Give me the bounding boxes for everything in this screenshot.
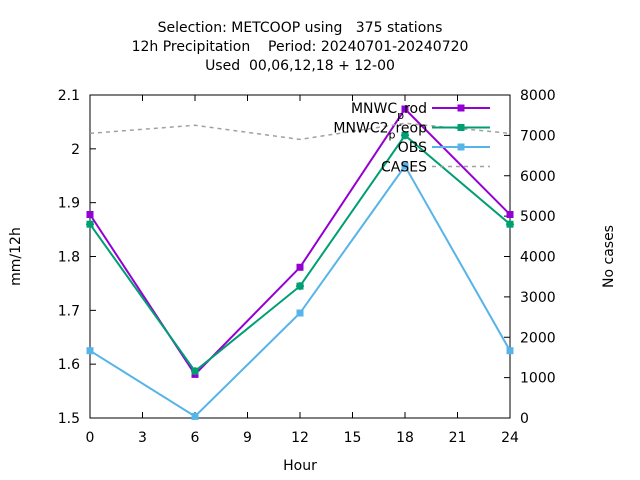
legend-marker	[457, 124, 465, 131]
x-tick-label: 21	[449, 430, 467, 446]
y2-tick-label: 2000	[520, 330, 556, 346]
x-tick-label: 12	[291, 430, 309, 446]
y2-tick-label: 4000	[520, 250, 556, 266]
data-point-cross	[401, 131, 409, 140]
data-point-cross	[86, 220, 94, 229]
data-point	[191, 412, 199, 420]
y2-tick-label: 6000	[520, 169, 556, 185]
x-tick-label: 18	[396, 430, 414, 446]
y-tick-label: 1.5	[58, 411, 80, 427]
y2-axis-label: No cases	[601, 225, 617, 288]
legend-label: MNWC2preop	[333, 121, 427, 142]
data-point	[401, 105, 409, 113]
x-tick-label: 15	[344, 430, 362, 446]
y-tick-label: 2.1	[58, 88, 80, 104]
series-line-cases	[89, 122, 511, 141]
legend-label: CASES	[381, 160, 427, 176]
y-tick-label: 1.7	[58, 303, 80, 319]
y2-tick-label: 5000	[520, 209, 556, 225]
chart-title: Selection: METCOOP using 375 stations 12h…	[132, 20, 469, 74]
x-tick-label: 9	[243, 430, 252, 446]
y2-tick-label: 8000	[520, 88, 556, 104]
y-tick-label: 1.6	[58, 357, 80, 373]
chart-title-line: 12h Precipitation Period: 20240701-20240…	[132, 39, 469, 55]
data-point	[296, 309, 304, 317]
y-axis-ticks: 1.5 1.6 1.7 1.8 1.9 2 2.1	[58, 88, 96, 427]
legend-label: OBS	[398, 140, 427, 156]
data-point-cross	[296, 282, 304, 291]
x-tick-label: 3	[138, 430, 147, 446]
y2-axis-ticks: 0 1000 2000 3000 4000 5000 6000 7000 8000	[504, 88, 556, 427]
x-tick-label: 24	[501, 430, 519, 446]
y-tick-label: 1.8	[58, 250, 80, 266]
data-point	[506, 211, 514, 219]
series-line-obs	[89, 164, 511, 418]
data-point	[506, 347, 514, 355]
x-tick-label: 0	[86, 430, 95, 446]
data-point	[401, 162, 409, 170]
y-tick-label: 2	[71, 142, 80, 158]
series-line-mnwc2_preop	[89, 133, 511, 373]
x-axis-ticks: 0 3 6 9 12 15 18 21 24	[86, 95, 519, 446]
y2-tick-label: 1000	[520, 371, 556, 387]
legend-marker	[457, 143, 465, 151]
data-point	[86, 347, 94, 355]
y-tick-label: 1.9	[58, 196, 80, 212]
data-point-cross	[506, 220, 514, 229]
legend-label: MNWCprod	[351, 101, 427, 122]
data-point	[86, 211, 94, 219]
y2-tick-label: 7000	[520, 128, 556, 144]
chart-title-line: Selection: METCOOP using 375 stations	[158, 20, 443, 36]
y2-tick-label: 3000	[520, 290, 556, 306]
series-lines	[86, 105, 514, 420]
legend-marker	[457, 104, 465, 112]
data-point	[296, 263, 304, 271]
x-axis-label: Hour	[283, 458, 317, 474]
y2-tick-label: 0	[520, 411, 529, 427]
chart-title-line: Used 00,06,12,18 + 12-00	[205, 58, 395, 74]
plot-frame	[89, 94, 511, 419]
data-point-cross	[191, 367, 199, 376]
x-tick-label: 6	[191, 430, 200, 446]
y-axis-label: mm/12h	[8, 227, 24, 286]
